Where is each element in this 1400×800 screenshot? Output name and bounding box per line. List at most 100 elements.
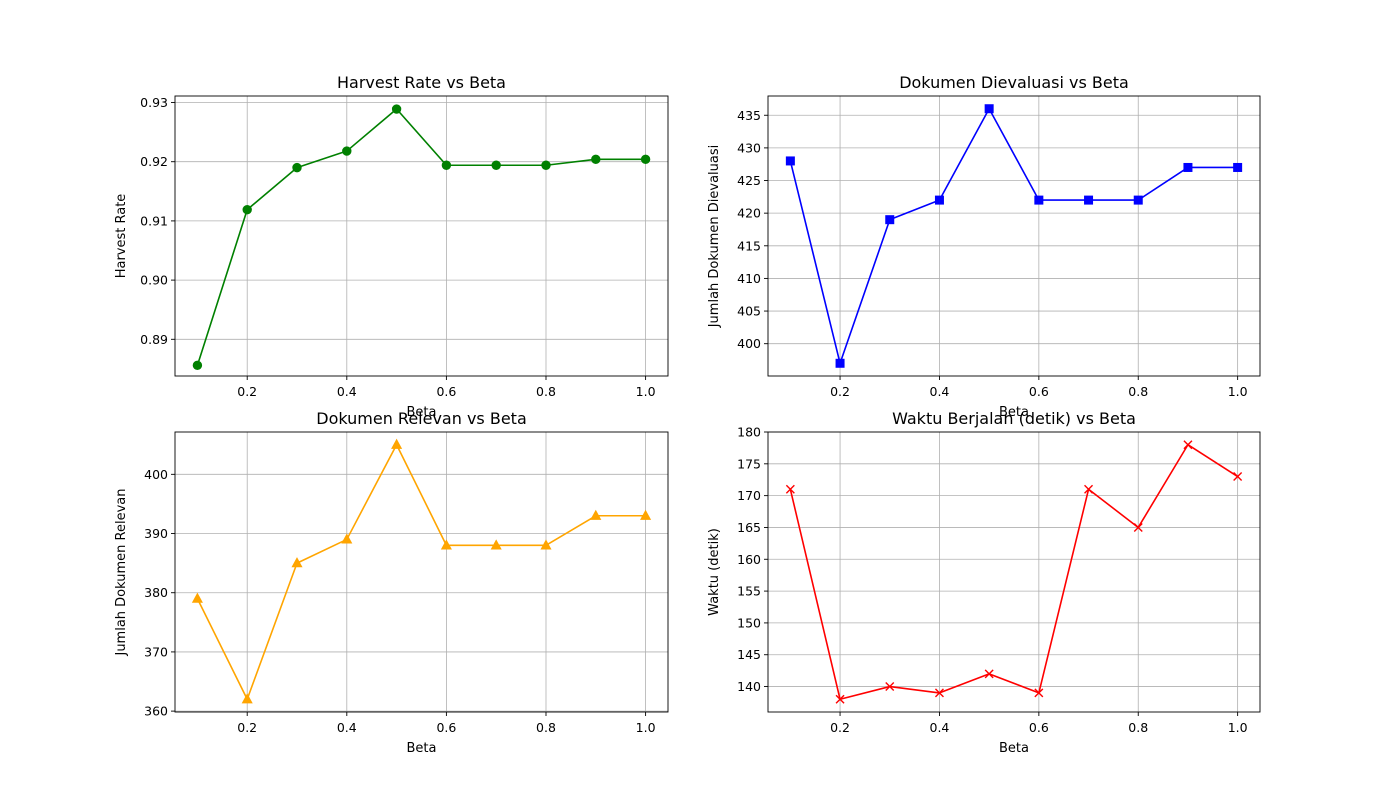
data-point bbox=[1034, 688, 1044, 698]
axes-frame bbox=[767, 95, 1261, 377]
x-tick-label: 0.4 bbox=[930, 384, 950, 399]
data-point-stroke bbox=[1084, 484, 1094, 494]
series-harvest bbox=[192, 104, 651, 371]
x-tick-label: 0.8 bbox=[536, 384, 556, 399]
x-axis-label: Beta bbox=[999, 405, 1029, 420]
subplot-evaluated: 0.2 0.4 0.6 0.8 1.0 400 405 410 415 420 425 430 435 D… bbox=[707, 73, 1261, 420]
y-tick-label: 170 bbox=[737, 488, 761, 503]
data-point bbox=[785, 484, 795, 494]
series-relevant bbox=[191, 438, 652, 704]
y-tick-label: 155 bbox=[737, 584, 761, 599]
chart-title: Dokumen Dievaluasi vs Beta bbox=[899, 73, 1129, 92]
y-tick-label: 0.92 bbox=[140, 154, 168, 169]
data-point-stroke bbox=[1183, 440, 1193, 450]
y-tick-label: 145 bbox=[737, 647, 761, 662]
data-point bbox=[1034, 195, 1044, 205]
series-evaluated bbox=[785, 104, 1243, 368]
data-point bbox=[785, 156, 795, 166]
data-point-stroke bbox=[885, 682, 895, 692]
data-point-stroke bbox=[1133, 522, 1143, 532]
data-point bbox=[640, 509, 652, 520]
data-point bbox=[391, 104, 402, 114]
series-line bbox=[789, 107, 1238, 365]
y-axis-label: Waktu (detik) bbox=[707, 528, 722, 616]
y-tick-label: 405 bbox=[737, 304, 761, 319]
data-point bbox=[835, 358, 845, 368]
y-tick-label: 400 bbox=[737, 336, 761, 351]
data-point bbox=[934, 688, 944, 698]
axes-frame bbox=[174, 95, 669, 377]
y-axis-label: Jumlah Dokumen Relevan bbox=[114, 488, 129, 656]
y-tick-label: 0.93 bbox=[140, 95, 168, 110]
data-point-stroke bbox=[1034, 688, 1044, 698]
chart-title: Dokumen Relevan vs Beta bbox=[316, 409, 527, 428]
data-point bbox=[242, 204, 252, 215]
data-point bbox=[291, 557, 303, 568]
subplot-relevant: 0.2 0.4 0.6 0.8 1.0 360 370 380 390 400 Dokumen Re… bbox=[114, 409, 669, 756]
x-tick-label: 1.0 bbox=[1228, 720, 1248, 735]
y-tick-label: 390 bbox=[144, 526, 168, 541]
data-point bbox=[885, 215, 895, 225]
series-runtime bbox=[785, 440, 1243, 704]
x-axis-label: Beta bbox=[999, 741, 1029, 756]
x-tick-label: 0.2 bbox=[237, 720, 257, 735]
y-tick-label: 150 bbox=[737, 615, 761, 630]
x-tick-label: 0.2 bbox=[830, 384, 850, 399]
y-tick-label: 160 bbox=[737, 552, 761, 567]
plot-area bbox=[768, 96, 1260, 376]
data-point bbox=[1084, 484, 1094, 494]
x-tick-label: 0.6 bbox=[436, 384, 456, 399]
x-tick-label: 0.8 bbox=[536, 720, 556, 735]
data-point-stroke bbox=[984, 669, 994, 679]
data-point bbox=[441, 160, 452, 170]
data-point-stroke bbox=[934, 688, 944, 698]
data-point bbox=[984, 669, 994, 679]
x-tick-label: 0.6 bbox=[1029, 720, 1049, 735]
y-tick-label: 425 bbox=[737, 173, 761, 188]
data-point bbox=[241, 693, 253, 704]
data-point bbox=[490, 539, 502, 550]
data-point bbox=[835, 694, 845, 704]
chart-title: Harvest Rate vs Beta bbox=[337, 73, 506, 92]
data-point bbox=[934, 195, 944, 205]
plot-area bbox=[768, 432, 1260, 712]
data-point bbox=[640, 154, 651, 165]
x-tick-label: 0.8 bbox=[1128, 384, 1148, 399]
x-tick-label: 1.0 bbox=[636, 384, 656, 399]
y-tick-label: 415 bbox=[737, 238, 761, 253]
x-tick-label: 0.4 bbox=[930, 720, 950, 735]
y-tick-label: 140 bbox=[737, 679, 761, 694]
data-point bbox=[885, 682, 895, 692]
y-tick-label: 370 bbox=[144, 644, 168, 659]
y-tick-label: 360 bbox=[144, 704, 168, 719]
data-point bbox=[591, 154, 601, 165]
x-tick-label: 0.6 bbox=[1029, 384, 1049, 399]
subplot-harvest: 0.2 0.4 0.6 0.8 1.0 0.89 0.90 0.91 0.92 0.93 Harve… bbox=[114, 73, 669, 420]
data-point bbox=[491, 160, 501, 170]
y-tick-label: 410 bbox=[737, 271, 761, 286]
data-point bbox=[191, 592, 203, 603]
data-point-stroke bbox=[785, 484, 795, 494]
y-tick-label: 0.90 bbox=[140, 273, 168, 288]
x-tick-label: 0.2 bbox=[237, 384, 257, 399]
data-point bbox=[341, 533, 353, 544]
y-tick-label: 435 bbox=[737, 108, 761, 123]
data-point bbox=[1084, 195, 1094, 205]
data-point bbox=[342, 146, 352, 156]
x-tick-label: 0.4 bbox=[337, 384, 357, 399]
y-tick-label: 0.91 bbox=[140, 213, 168, 228]
x-axis-label: Beta bbox=[407, 741, 437, 756]
data-point bbox=[590, 509, 602, 520]
data-point bbox=[1183, 440, 1193, 450]
plot-area bbox=[175, 96, 668, 376]
y-tick-label: 180 bbox=[737, 425, 761, 440]
data-point bbox=[292, 162, 302, 173]
x-axis-label: Beta bbox=[407, 405, 437, 420]
y-tick-label: 420 bbox=[737, 206, 761, 221]
data-point bbox=[1183, 162, 1193, 172]
x-tick-label: 0.2 bbox=[830, 720, 850, 735]
x-tick-label: 0.6 bbox=[436, 720, 456, 735]
subplot-runtime: 0.2 0.4 0.6 0.8 1.0 140 145 150 155 160 165 170 175 1… bbox=[707, 409, 1261, 756]
series-line bbox=[196, 443, 646, 701]
data-point bbox=[192, 360, 203, 371]
